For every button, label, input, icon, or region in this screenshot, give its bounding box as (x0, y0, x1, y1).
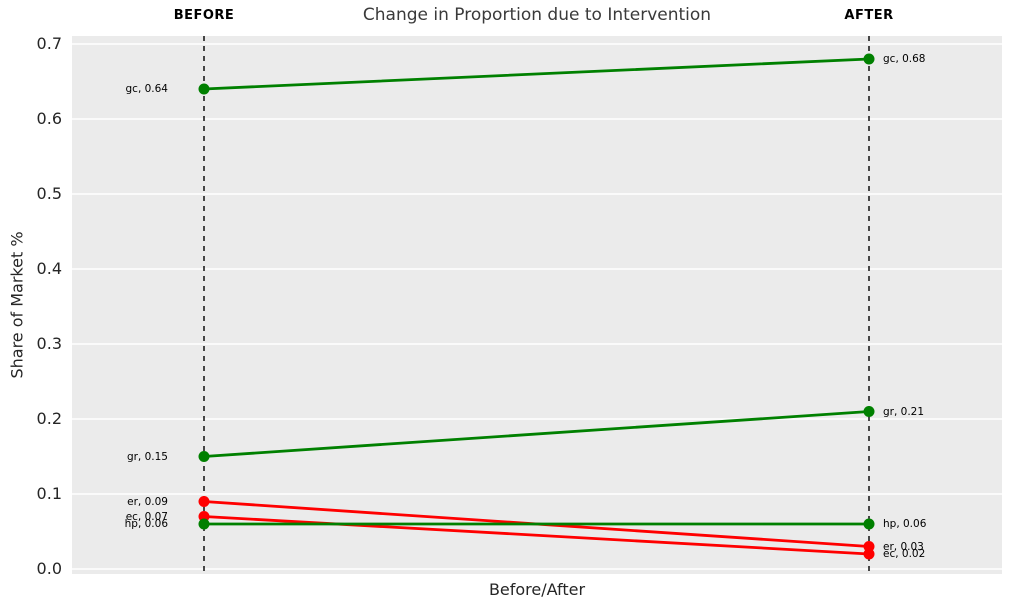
y-tick-label: 0.1 (36, 484, 62, 503)
y-tick-label: 0.0 (36, 559, 62, 578)
chart-title: Change in Proportion due to Intervention (362, 5, 712, 25)
before-column-header: BEFORE (173, 8, 235, 23)
y-axis-label: Share of Market % (7, 231, 27, 379)
point-label-gr-before: gr, 0.15 (126, 450, 168, 463)
point-gr-before (198, 451, 210, 462)
point-label-gc-after: gc, 0.68 (883, 53, 926, 65)
point-hp-before (198, 518, 210, 530)
y-tick-label: 0.6 (36, 109, 62, 128)
point-gr-after (863, 406, 875, 417)
y-tick-label: 0.4 (36, 259, 62, 278)
point-ec-after (863, 548, 875, 560)
point-label-hp-after: hp, 0.06 (883, 518, 927, 530)
series-line-gr (202, 410, 871, 458)
point-label-hp-before: hp, 0.06 (124, 518, 168, 530)
point-label-gc-before: gc, 0.64 (125, 83, 169, 95)
y-tick-label: 0.7 (36, 34, 62, 53)
point-er-before (198, 496, 210, 507)
point-label-er-before: er, 0.09 (127, 495, 168, 508)
y-tick-label: 0.2 (36, 409, 62, 428)
x-axis-label: Before/After (488, 580, 586, 599)
point-gc-after (863, 53, 875, 65)
plot-background (72, 36, 1002, 574)
point-label-ec-after: ec, 0.02 (883, 548, 926, 560)
point-hp-after (863, 518, 875, 530)
after-column-header: AFTER (844, 8, 894, 23)
series-line-gc (202, 57, 871, 91)
point-label-ec-before: ec, 0.07 (125, 510, 168, 523)
point-label-er-after: er, 0.03 (883, 540, 924, 553)
point-label-gr-after: gr, 0.21 (883, 405, 925, 418)
y-tick-label: 0.3 (36, 334, 62, 353)
y-tick-label: 0.5 (36, 184, 62, 203)
point-gc-before (198, 83, 210, 95)
